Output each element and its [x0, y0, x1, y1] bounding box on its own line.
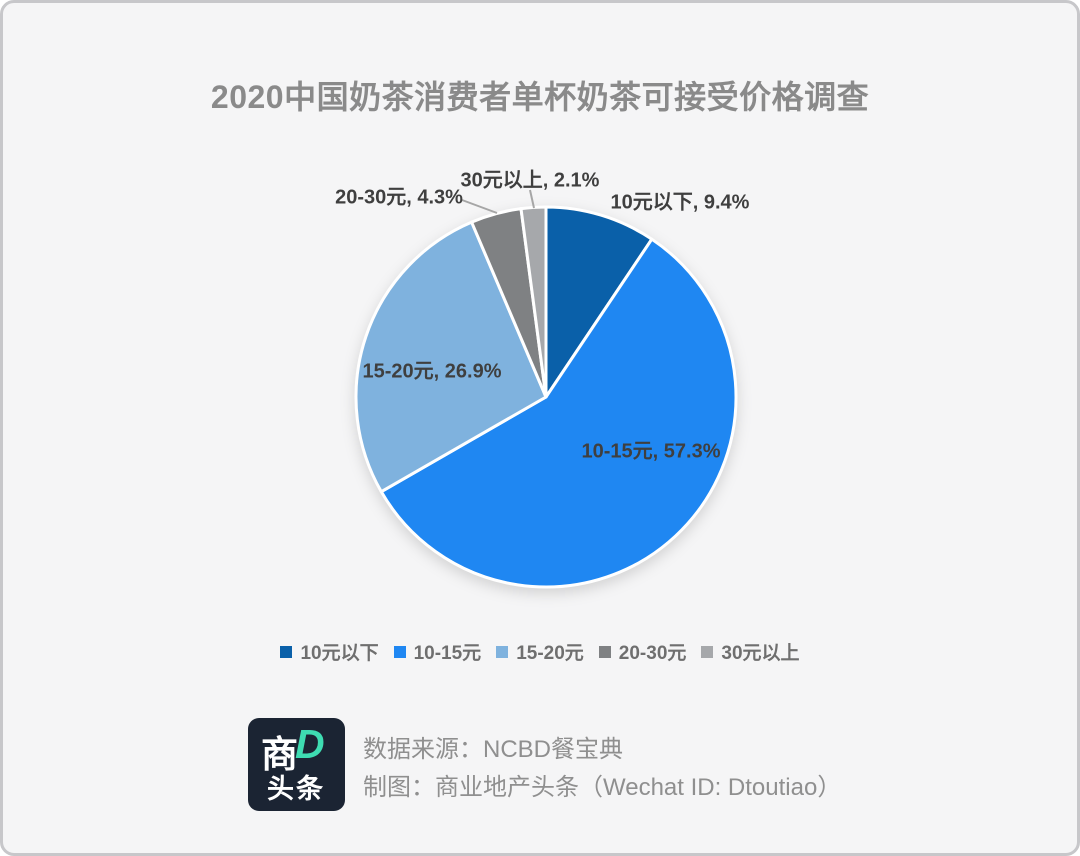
- legend-label: 15-20元: [516, 643, 584, 664]
- legend-label: 30元以上: [721, 643, 800, 664]
- credit-line: 制图：商业地产头条（Wechat ID: Dtoutiao）: [363, 774, 842, 801]
- leader-line: [461, 199, 498, 214]
- legend-marker-icon: [598, 645, 611, 658]
- legend-label: 10元以下: [300, 643, 379, 664]
- legend-marker-icon: [496, 645, 509, 658]
- pie-data-label: 15-20元, 26.9%: [362, 360, 502, 383]
- pie-slice-1: [544, 205, 654, 399]
- legend-item: 20-30元: [598, 638, 687, 665]
- pie-data-label: 10-15元, 57.3%: [581, 440, 721, 463]
- legend-marker-icon: [393, 645, 406, 658]
- leader-line: [529, 189, 535, 209]
- footer: 商 D 头条 数据来源：NCBD餐宝典 制图：商业地产头条（Wechat ID:…: [0, 712, 1080, 822]
- publisher-logo: 商 D 头条: [248, 718, 345, 811]
- legend-marker-icon: [280, 645, 293, 658]
- label-leader-lines: [461, 189, 535, 214]
- pie-data-label: 10元以下, 9.4%: [610, 191, 750, 214]
- legend-label: 10-15元: [413, 643, 482, 664]
- legend-marker-icon: [701, 645, 714, 658]
- chart-title: 2020中国奶茶消费者单杯奶茶可接受价格调查: [210, 79, 870, 115]
- logo-char-shang: 商: [261, 734, 298, 775]
- legend-label: 20-30元: [618, 643, 687, 664]
- legend-item: 15-20元: [496, 638, 584, 665]
- legend-item: 10元以下: [280, 638, 379, 665]
- data-source-line: 数据来源：NCBD餐宝典: [363, 736, 624, 763]
- legend-item: 30元以上: [701, 638, 800, 665]
- pie-slice-2: [379, 237, 738, 589]
- source-credit-block: 数据来源：NCBD餐宝典 制图：商业地产头条（Wechat ID: Dtouti…: [363, 731, 841, 807]
- pie-slice-3: [354, 220, 548, 494]
- logo-toutiao-text: 头条: [267, 774, 325, 804]
- pie-slices: [354, 205, 738, 589]
- pie-data-label: 30元以上, 2.1%: [460, 169, 600, 192]
- legend-item: 10-15元: [393, 638, 482, 665]
- chart-legend: 10元以下 10-15元 15-20元 20-30元 30元以上: [0, 638, 1080, 665]
- logo-letter-d: D: [295, 721, 325, 767]
- pie-data-label: 20-30元, 4.3%: [335, 186, 463, 209]
